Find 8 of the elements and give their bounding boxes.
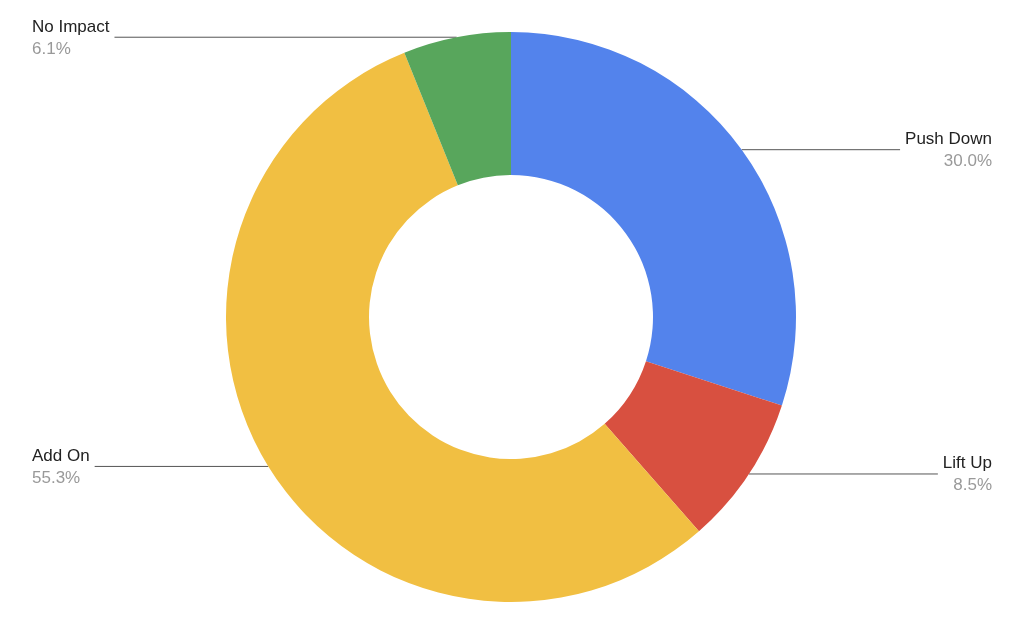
data-label: 30.0%: [943, 151, 992, 171]
slice-label: No Impact: [32, 16, 110, 36]
data-label: 8.5%: [953, 475, 992, 495]
slice-label: Push Down: [905, 129, 992, 149]
data-label: 6.1%: [32, 38, 71, 58]
slice-label: Add On: [32, 445, 90, 465]
slice-label: Lift Up: [942, 453, 992, 473]
data-label: 55.3%: [32, 467, 81, 487]
